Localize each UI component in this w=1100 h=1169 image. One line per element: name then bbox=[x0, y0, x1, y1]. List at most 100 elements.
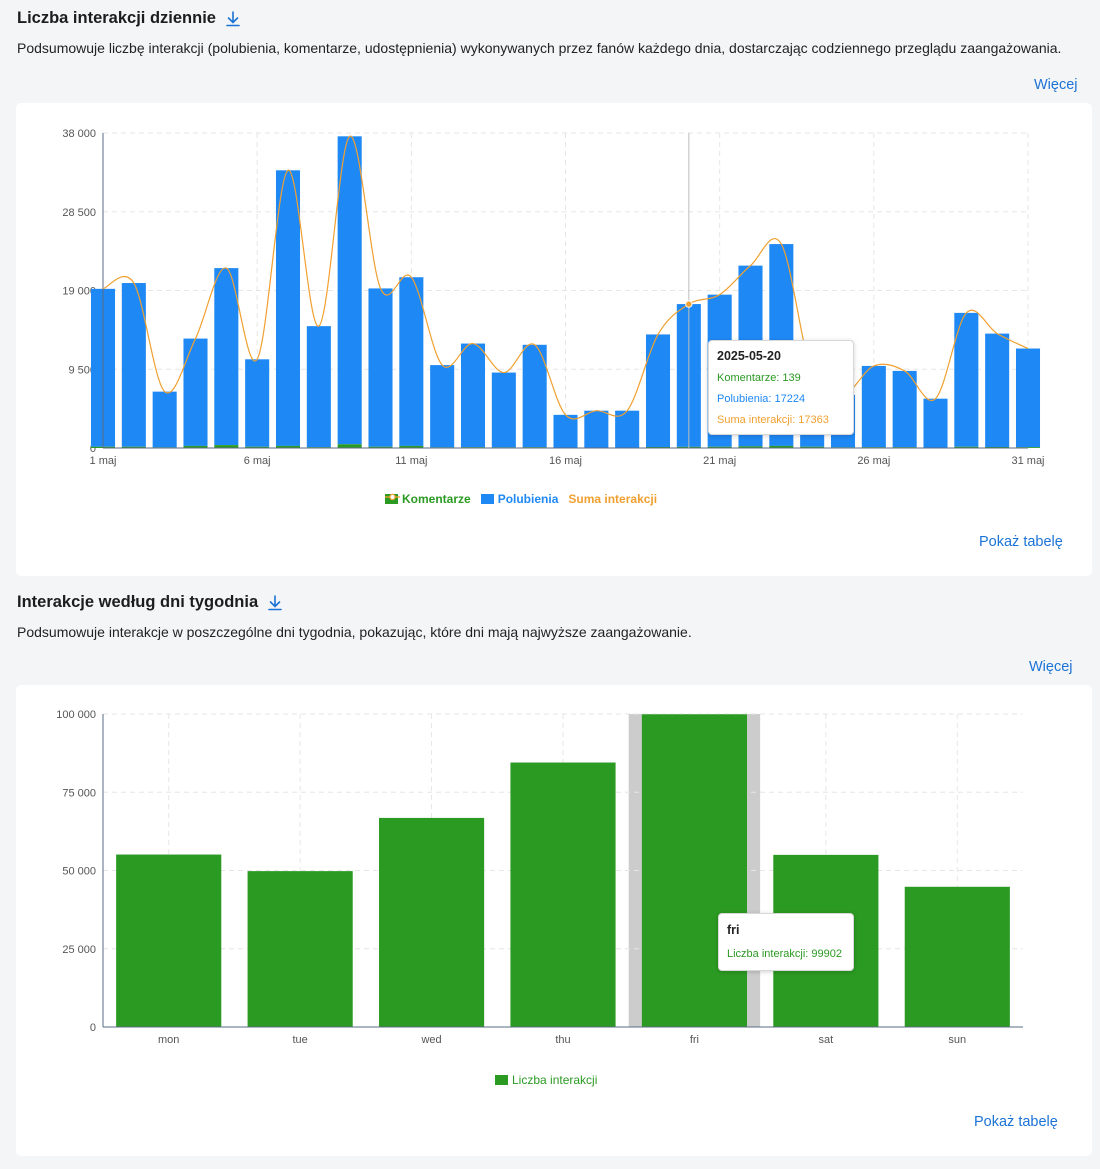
bar-comments bbox=[183, 445, 208, 448]
tooltip-day: fri bbox=[727, 923, 740, 937]
section1-title: Liczba interakcji dziennie bbox=[17, 9, 216, 27]
bar-wed bbox=[379, 817, 485, 1027]
bar-comments bbox=[954, 446, 979, 448]
x-tick-label: thu bbox=[555, 1034, 570, 1046]
bar-likes bbox=[522, 344, 547, 448]
bar-likes bbox=[245, 359, 270, 447]
bar-likes bbox=[645, 334, 671, 448]
section2-description: Podsumowuje interakcje w poszczególne dn… bbox=[17, 624, 692, 640]
y-tick-label: 50 000 bbox=[62, 866, 96, 878]
section2-show-table-link[interactable]: Pokaż tabelę bbox=[974, 1114, 1058, 1130]
bar-comments bbox=[800, 446, 825, 448]
weekday-chart-legend: Liczba interakcji bbox=[495, 1073, 597, 1087]
section1-more-link[interactable]: Więcej bbox=[1034, 77, 1078, 93]
legend-swatch-interactions bbox=[495, 1075, 508, 1085]
bar-comments bbox=[275, 445, 301, 448]
section1-show-table-link[interactable]: Pokaż tabelę bbox=[979, 534, 1063, 550]
section2-more-link[interactable]: Więcej bbox=[1029, 659, 1073, 675]
y-tick-label: 75 000 bbox=[62, 787, 96, 799]
bar-likes bbox=[584, 410, 609, 448]
x-tick-label: 6 maj bbox=[244, 455, 271, 467]
bar-likes bbox=[337, 136, 362, 445]
bar-likes bbox=[985, 333, 1010, 448]
bar-likes bbox=[399, 277, 424, 446]
bar-likes bbox=[861, 365, 886, 448]
bar-likes bbox=[923, 398, 948, 448]
bar-sun bbox=[904, 886, 1010, 1027]
legend-label-comments: Komentarze bbox=[402, 492, 471, 506]
bar-comments bbox=[707, 446, 732, 448]
daily-interactions-card: 0 9 500 19 000 28 500 38 000 1 maj 6 maj 11 maj… bbox=[16, 103, 1092, 576]
bar-comments bbox=[337, 444, 362, 448]
y-tick-label: 25 000 bbox=[62, 944, 96, 956]
y-tick-label: 38 000 bbox=[62, 128, 96, 140]
tooltip-comments: Komentarze: 139 bbox=[717, 372, 801, 384]
bar-likes bbox=[615, 410, 640, 448]
bar-likes bbox=[430, 365, 455, 448]
y-tick-label: 0 bbox=[90, 443, 96, 455]
bar-likes bbox=[368, 288, 393, 447]
legend-item-likes[interactable]: Polubienia bbox=[480, 492, 559, 506]
x-tick-label: sat bbox=[819, 1034, 834, 1046]
tooltip-value: Liczba interakcji: 99902 bbox=[727, 948, 842, 960]
bar-tue bbox=[247, 871, 353, 1027]
section1-description: Podsumowuje liczbę interakcji (polubieni… bbox=[17, 40, 1062, 56]
daily-interactions-chart: 0 9 500 19 000 28 500 38 000 1 maj 6 maj 11 maj… bbox=[62, 128, 1044, 467]
section2-title: Interakcje według dni tygodnia bbox=[17, 593, 259, 611]
bar-comments bbox=[399, 445, 424, 448]
bar-likes bbox=[1015, 348, 1041, 448]
x-tick-label: fri bbox=[690, 1034, 699, 1046]
tooltip-date: 2025-05-20 bbox=[717, 349, 781, 363]
bar-comments bbox=[368, 446, 393, 448]
line-point-active bbox=[685, 300, 693, 308]
bar-comments bbox=[769, 445, 794, 448]
legend-label-interactions: Liczba interakcji bbox=[512, 1073, 598, 1087]
y-tick-label: 19 000 bbox=[62, 286, 96, 298]
legend-item-total[interactable]: Suma interakcji bbox=[385, 492, 658, 506]
x-tick-label: 11 maj bbox=[395, 455, 427, 467]
x-tick-label: 31 maj bbox=[1011, 455, 1044, 467]
bar-likes bbox=[892, 370, 917, 448]
legend-swatch-likes bbox=[480, 494, 494, 504]
bar-comments bbox=[738, 446, 763, 448]
tooltip-likes: Polubienia: 17224 bbox=[717, 393, 806, 405]
bar-likes bbox=[152, 391, 177, 448]
bar-likes bbox=[954, 312, 979, 447]
tooltip-total: Suma interakcji: 17363 bbox=[717, 414, 829, 426]
x-tick-label: 26 maj bbox=[857, 455, 890, 467]
download-icon[interactable] bbox=[266, 594, 284, 612]
chart-legend: Komentarze Polubienia Suma interakcji bbox=[385, 492, 657, 506]
x-tick-label: sun bbox=[948, 1034, 966, 1046]
x-tick-label: 16 maj bbox=[549, 455, 582, 467]
x-tick-label: 21 maj bbox=[703, 455, 736, 467]
y-tick-label: 0 bbox=[90, 1022, 96, 1034]
x-tick-label: mon bbox=[158, 1034, 179, 1046]
bar-likes bbox=[306, 326, 331, 448]
bar-likes bbox=[183, 338, 208, 446]
y-tick-label: 9 500 bbox=[68, 364, 96, 376]
x-tick-label: tue bbox=[292, 1034, 307, 1046]
y-tick-label: 100 000 bbox=[56, 709, 96, 721]
legend-label-likes: Polubienia bbox=[497, 492, 559, 506]
y-tick-label: 28 500 bbox=[62, 207, 96, 219]
bar-comments bbox=[245, 446, 270, 448]
bar-comments bbox=[214, 445, 239, 448]
bar-comments bbox=[121, 446, 146, 448]
chart-tooltip: 2025-05-20 Komentarze: 139 Polubienia: 1… bbox=[708, 340, 854, 435]
bar-thu bbox=[510, 762, 616, 1027]
x-tick-label: 1 maj bbox=[90, 455, 117, 467]
weekday-interactions-card: 0 25 000 50 000 75 000 100 000 mon tue wed thu fr… bbox=[16, 685, 1092, 1156]
legend-swatch-total bbox=[385, 493, 400, 501]
bar-likes bbox=[491, 372, 516, 448]
legend-item-interactions[interactable]: Liczba interakcji bbox=[495, 1073, 597, 1087]
section2-title-row: Interakcje według dni tygodnia bbox=[17, 593, 284, 612]
bar-fri bbox=[641, 714, 747, 1027]
download-icon[interactable] bbox=[224, 10, 242, 28]
bar-likes bbox=[460, 343, 486, 448]
legend-label-total: Suma interakcji bbox=[568, 492, 658, 506]
weekday-interactions-chart: 0 25 000 50 000 75 000 100 000 mon tue wed thu fr… bbox=[56, 709, 1023, 1046]
weekday-chart-tooltip: fri Liczba interakcji: 99902 bbox=[718, 913, 854, 971]
bar-mon bbox=[116, 854, 222, 1027]
bar-likes bbox=[275, 170, 301, 446]
bar-likes bbox=[214, 268, 239, 446]
